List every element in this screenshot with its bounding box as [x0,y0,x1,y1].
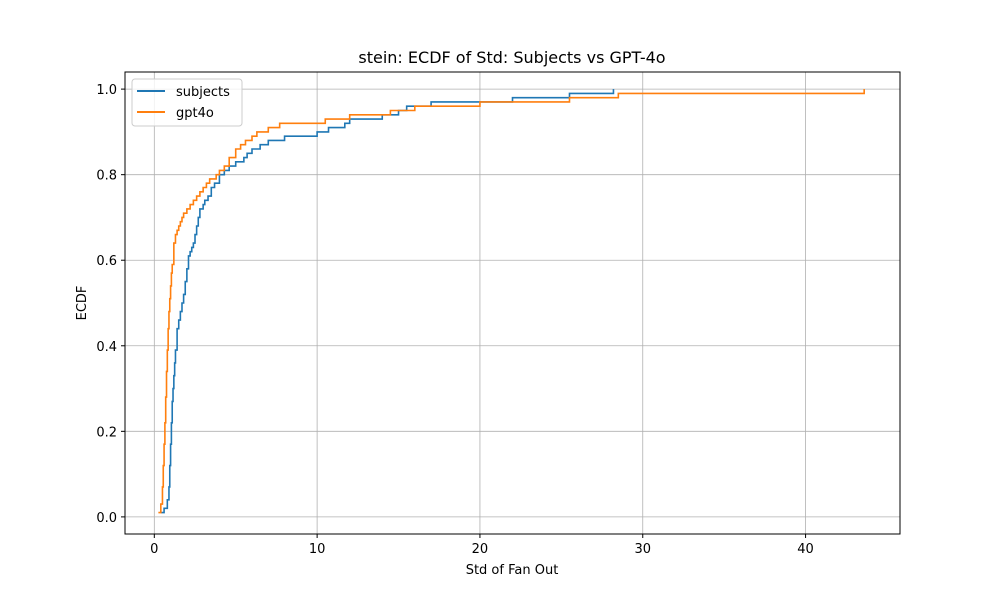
x-tick-label: 0 [150,542,158,557]
x-tick-label: 30 [634,542,651,557]
legend: subjects gpt4o [131,78,243,127]
y-tick-label: 1.0 [96,83,117,98]
y-axis-label: ECDF [75,286,90,321]
plot-frame [124,71,901,535]
series-lines [158,89,865,514]
legend-label-subjects: subjects [176,85,230,100]
x-tick-label: 40 [797,542,814,557]
grid-lines [125,72,900,534]
y-tick-label: 0.6 [96,254,117,269]
series-line-gpt4o [158,89,865,514]
series-line-subjects [160,89,615,514]
y-tick-label: 0.8 [96,169,117,184]
x-axis-label: Std of Fan Out [466,563,559,578]
x-tick-label: 10 [309,542,326,557]
chart-title: stein: ECDF of Std: Subjects vs GPT-4o [358,48,665,67]
y-tick-label: 0.0 [96,511,117,526]
legend-label-gpt4o: gpt4o [176,106,214,121]
x-tick-label: 20 [472,542,489,557]
y-tick-label: 0.2 [96,425,117,440]
y-axis-ticks: 0.0 0.2 0.4 0.6 0.8 1.0 [96,83,125,526]
y-tick-label: 0.4 [96,340,117,355]
x-axis-ticks: 0 10 20 30 40 [150,534,814,557]
